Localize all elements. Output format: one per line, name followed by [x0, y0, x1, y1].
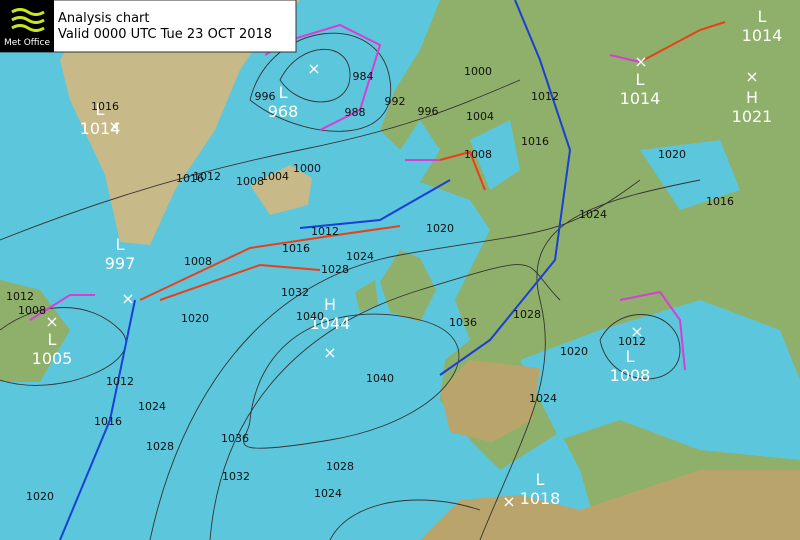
isobar-label: 1024	[579, 208, 607, 221]
center-cross: ×	[307, 59, 320, 78]
isobar-label: 1008	[184, 255, 212, 268]
isobar-label: 1024	[529, 392, 557, 405]
isobar-label: 1028	[513, 308, 541, 321]
isobar-label: 1016	[94, 415, 122, 428]
center-type: L	[636, 70, 645, 89]
isobar-label: 1024	[138, 400, 166, 413]
center-type: L	[279, 83, 288, 102]
isobar-label: 1040	[366, 372, 394, 385]
isobar-label: 988	[345, 106, 366, 119]
isobar-label: 1012	[531, 90, 559, 103]
center-pressure: 1044	[310, 314, 351, 333]
isobar-label: 1020	[26, 490, 54, 503]
isobar-label: 996	[255, 90, 276, 103]
isobar-label: 1012	[618, 335, 646, 348]
isobar-label: 1012	[6, 290, 34, 303]
isobar-label: 1020	[658, 148, 686, 161]
isobar-label: 1016	[282, 242, 310, 255]
isobar-label: 1012	[106, 375, 134, 388]
isobar-label: 1028	[326, 460, 354, 473]
center-cross: ×	[634, 52, 647, 71]
isobar-label: 1024	[346, 250, 374, 263]
isobar-label: 1008	[18, 304, 46, 317]
center-cross: ×	[108, 117, 121, 136]
center-type: H	[324, 295, 336, 314]
center-cross: ×	[121, 289, 134, 308]
isobar-label: 992	[385, 95, 406, 108]
center-type: L	[96, 100, 105, 119]
isobar-label: 1000	[464, 65, 492, 78]
center-cross: ×	[502, 492, 515, 511]
isobar-label: 1008	[236, 175, 264, 188]
isobar-label: 1004	[261, 170, 289, 183]
center-pressure: 1014	[80, 119, 121, 138]
isobar-label: 1012	[193, 170, 221, 183]
center-pressure: 968	[268, 102, 299, 121]
center-cross: ×	[745, 67, 758, 86]
isobar-label: 1036	[221, 432, 249, 445]
isobar-label: 1016	[91, 100, 119, 113]
isobar-label: 1004	[466, 110, 494, 123]
isobar-label: 1020	[560, 345, 588, 358]
isobar-label: 1020	[181, 312, 209, 325]
isobar-label: 1028	[146, 440, 174, 453]
center-type: L	[116, 235, 125, 254]
center-pressure: 1018	[520, 489, 561, 508]
center-pressure: 1014	[620, 89, 661, 108]
isobar-label: 1032	[222, 470, 250, 483]
center-pressure: 1021	[732, 107, 773, 126]
center-cross: ×	[630, 322, 643, 341]
isobar-label: 1008	[464, 148, 492, 161]
isobar-label: 984	[353, 70, 374, 83]
chart-title: Analysis chart	[58, 11, 150, 26]
isobar-label: 996	[418, 105, 439, 118]
isobar-label: 1032	[281, 286, 309, 299]
isobar-label: 1016	[706, 195, 734, 208]
center-pressure: 1014	[742, 26, 783, 45]
center-pressure: 1008	[610, 366, 651, 385]
isobar-label: 1012	[311, 225, 339, 238]
center-cross: ×	[45, 312, 58, 331]
isobar-label: 1040	[296, 310, 324, 323]
logo-text: Met Office	[4, 38, 50, 48]
center-type: L	[48, 330, 57, 349]
header: Met Office Analysis chart Valid 0000 UTC…	[0, 0, 297, 53]
valid-time: Valid 0000 UTC Tue 23 OCT 2018	[58, 27, 272, 42]
isobar-label: 1024	[314, 487, 342, 500]
center-pressure: 1005	[32, 349, 73, 368]
isobar-label: 1036	[449, 316, 477, 329]
isobar-label: 1016	[521, 135, 549, 148]
isobar-label: 1016	[176, 172, 204, 185]
isobar-label: 1020	[426, 222, 454, 235]
isobar-label: 1000	[293, 162, 321, 175]
center-type: L	[536, 470, 545, 489]
center-pressure: 997	[105, 254, 136, 273]
center-type: L	[626, 347, 635, 366]
center-type: H	[746, 88, 758, 107]
center-cross: ×	[323, 343, 336, 362]
center-type: L	[758, 7, 767, 26]
isobar-label: 1028	[321, 263, 349, 276]
